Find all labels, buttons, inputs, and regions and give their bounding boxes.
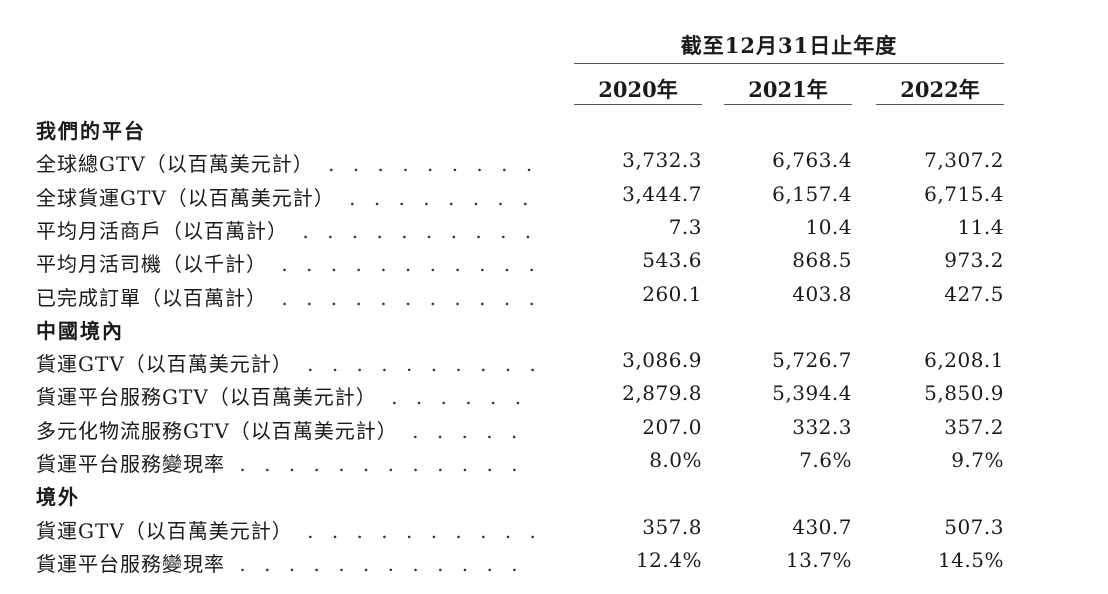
cell-value-2021: 7.6% <box>799 448 852 472</box>
row-label: 多元化物流服務GTV（以百萬美元計） . . . . . . . . . . .… <box>36 415 536 444</box>
leader-dots: . . . . . . . . . . . . . . . . . . . . … <box>307 518 536 543</box>
cell-value-2020: 357.8 <box>642 514 702 539</box>
row-label: 全球貨運GTV（以百萬美元計） . . . . . . . . . . . . … <box>36 182 536 211</box>
cell-value-2020: 2,879.8 <box>622 381 702 406</box>
cell-value-2020: 3,444.7 <box>622 181 702 206</box>
row-label: 貨運平台服務變現率 . . . . . . . . . . . . . . . … <box>36 548 536 577</box>
cell-value-2021: 430.7 <box>792 514 852 539</box>
table-row: 貨運平台服務變現率 . . . . . . . . . . . . . . . … <box>0 548 1108 578</box>
cell-value-2021: 868.5 <box>792 248 852 273</box>
year-header-2022: 2022年 <box>900 77 980 102</box>
leader-dots: . . . . . . . . . . . . . . . . . . . . … <box>281 252 536 277</box>
cell-value-2022: 6,208.1 <box>924 348 1004 373</box>
cell-value-2022: 9.7% <box>951 448 1004 472</box>
row-label-text: 多元化物流服務GTV（以百萬美元計） <box>36 418 400 443</box>
table-row: 平均月活司機（以千計） . . . . . . . . . . . . . . … <box>0 248 1108 278</box>
row-label-text: 貨運平台服務GTV（以百萬美元計） <box>36 385 379 410</box>
leader-dots: . . . . . . . . . . . . . . . . . . . . … <box>302 218 536 243</box>
row-label-text: 已完成訂單（以百萬計） <box>36 285 269 310</box>
cell-value-2022: 5,850.9 <box>924 381 1004 406</box>
row-label: 平均月活商戶（以百萬計） . . . . . . . . . . . . . .… <box>36 215 536 244</box>
period-header-rule <box>574 63 1004 64</box>
table-row: 已完成訂單（以百萬計） . . . . . . . . . . . . . . … <box>0 282 1108 312</box>
cell-value-2021: 6,157.4 <box>772 181 852 206</box>
cell-value-2022: 11.4 <box>957 214 1004 239</box>
row-label: 已完成訂單（以百萬計） . . . . . . . . . . . . . . … <box>36 282 536 311</box>
section-title: 中國境內 <box>36 318 124 343</box>
cell-value-2022: 973.2 <box>944 248 1004 273</box>
cell-value-2021: 10.4 <box>805 214 852 239</box>
row-label-text: 貨運GTV（以百萬美元計） <box>36 352 295 377</box>
cell-value-2020: 7.3 <box>668 214 702 239</box>
table-row: 多元化物流服務GTV（以百萬美元計） . . . . . . . . . . .… <box>0 415 1108 445</box>
table-row: 貨運平台服務變現率 . . . . . . . . . . . . . . . … <box>0 448 1108 478</box>
row-label: 貨運平台服務GTV（以百萬美元計） . . . . . . . . . . . … <box>36 381 536 410</box>
cell-value-2020: 543.6 <box>642 248 702 273</box>
row-label-text: 貨運平台服務變現率 <box>36 452 227 476</box>
row-label-text: 全球貨運GTV（以百萬美元計） <box>36 185 337 210</box>
cell-value-2020: 8.0% <box>649 448 702 472</box>
row-label-text: 全球總GTV（以百萬美元計） <box>36 152 316 177</box>
cell-value-2021: 5,394.4 <box>772 381 852 406</box>
table-row: 全球總GTV（以百萬美元計） . . . . . . . . . . . . .… <box>0 148 1108 178</box>
leader-dots: . . . . . . . . . . . . . . . . . . . . … <box>239 551 536 576</box>
cell-value-2022: 427.5 <box>944 281 1004 306</box>
year-rule <box>724 104 852 105</box>
cell-value-2021: 6,763.4 <box>772 148 852 173</box>
cell-value-2021: 5,726.7 <box>772 348 852 373</box>
leader-dots: . . . . . . . . . . . . . . . . . . . . … <box>349 185 536 210</box>
cell-value-2022: 14.5% <box>937 547 1004 572</box>
row-label: 平均月活司機（以千計） . . . . . . . . . . . . . . … <box>36 248 536 277</box>
leader-dots: . . . . . . . . . . . . . . . . . . . . … <box>391 385 536 410</box>
row-label: 貨運GTV（以百萬美元計） . . . . . . . . . . . . . … <box>36 515 536 544</box>
table-row: 貨運GTV（以百萬美元計） . . . . . . . . . . . . . … <box>0 348 1108 378</box>
cell-value-2021: 332.3 <box>792 414 852 439</box>
leader-dots: . . . . . . . . . . . . . . . . . . . . … <box>328 152 536 177</box>
row-label-text: 貨運GTV（以百萬美元計） <box>36 518 295 543</box>
table-row: 貨運平台服務GTV（以百萬美元計） . . . . . . . . . . . … <box>0 381 1108 411</box>
cell-value-2022: 7,307.2 <box>924 148 1004 173</box>
row-label: 貨運GTV（以百萬美元計） . . . . . . . . . . . . . … <box>36 348 536 377</box>
cell-value-2021: 403.8 <box>792 281 852 306</box>
cell-value-2021: 13.7% <box>785 547 852 572</box>
period-header: 截至12月31日止年度 <box>680 33 898 58</box>
table-row: 平均月活商戶（以百萬計） . . . . . . . . . . . . . .… <box>0 215 1108 245</box>
table-row: 全球貨運GTV（以百萬美元計） . . . . . . . . . . . . … <box>0 182 1108 212</box>
year-rule <box>574 104 702 105</box>
cell-value-2020: 207.0 <box>642 414 702 439</box>
leader-dots: . . . . . . . . . . . . . . . . . . . . … <box>412 418 536 443</box>
year-rule <box>876 104 1004 105</box>
row-label-text: 貨運平台服務變現率 <box>36 551 227 576</box>
year-header-2021: 2021年 <box>748 77 828 102</box>
cell-value-2020: 260.1 <box>642 281 702 306</box>
row-label-text: 平均月活商戶（以百萬計） <box>36 218 290 243</box>
leader-dots: . . . . . . . . . . . . . . . . . . . . … <box>307 352 536 377</box>
leader-dots: . . . . . . . . . . . . . . . . . . . . … <box>239 452 536 476</box>
row-label: 貨運平台服務變現率 . . . . . . . . . . . . . . . … <box>36 448 536 477</box>
cell-value-2022: 6,715.4 <box>924 181 1004 206</box>
section-title: 我們的平台 <box>36 119 146 143</box>
cell-value-2022: 357.2 <box>944 414 1004 439</box>
section-title: 境外 <box>36 485 80 510</box>
cell-value-2020: 3,086.9 <box>622 348 702 373</box>
cell-value-2022: 507.3 <box>944 514 1004 539</box>
cell-value-2020: 12.4% <box>635 547 702 572</box>
table-row: 貨運GTV（以百萬美元計） . . . . . . . . . . . . . … <box>0 515 1108 545</box>
row-label: 全球總GTV（以百萬美元計） . . . . . . . . . . . . .… <box>36 148 536 177</box>
row-label-text: 平均月活司機（以千計） <box>36 252 269 277</box>
cell-value-2020: 3,732.3 <box>622 148 702 173</box>
year-header-2020: 2020年 <box>598 77 678 102</box>
leader-dots: . . . . . . . . . . . . . . . . . . . . … <box>281 285 536 310</box>
